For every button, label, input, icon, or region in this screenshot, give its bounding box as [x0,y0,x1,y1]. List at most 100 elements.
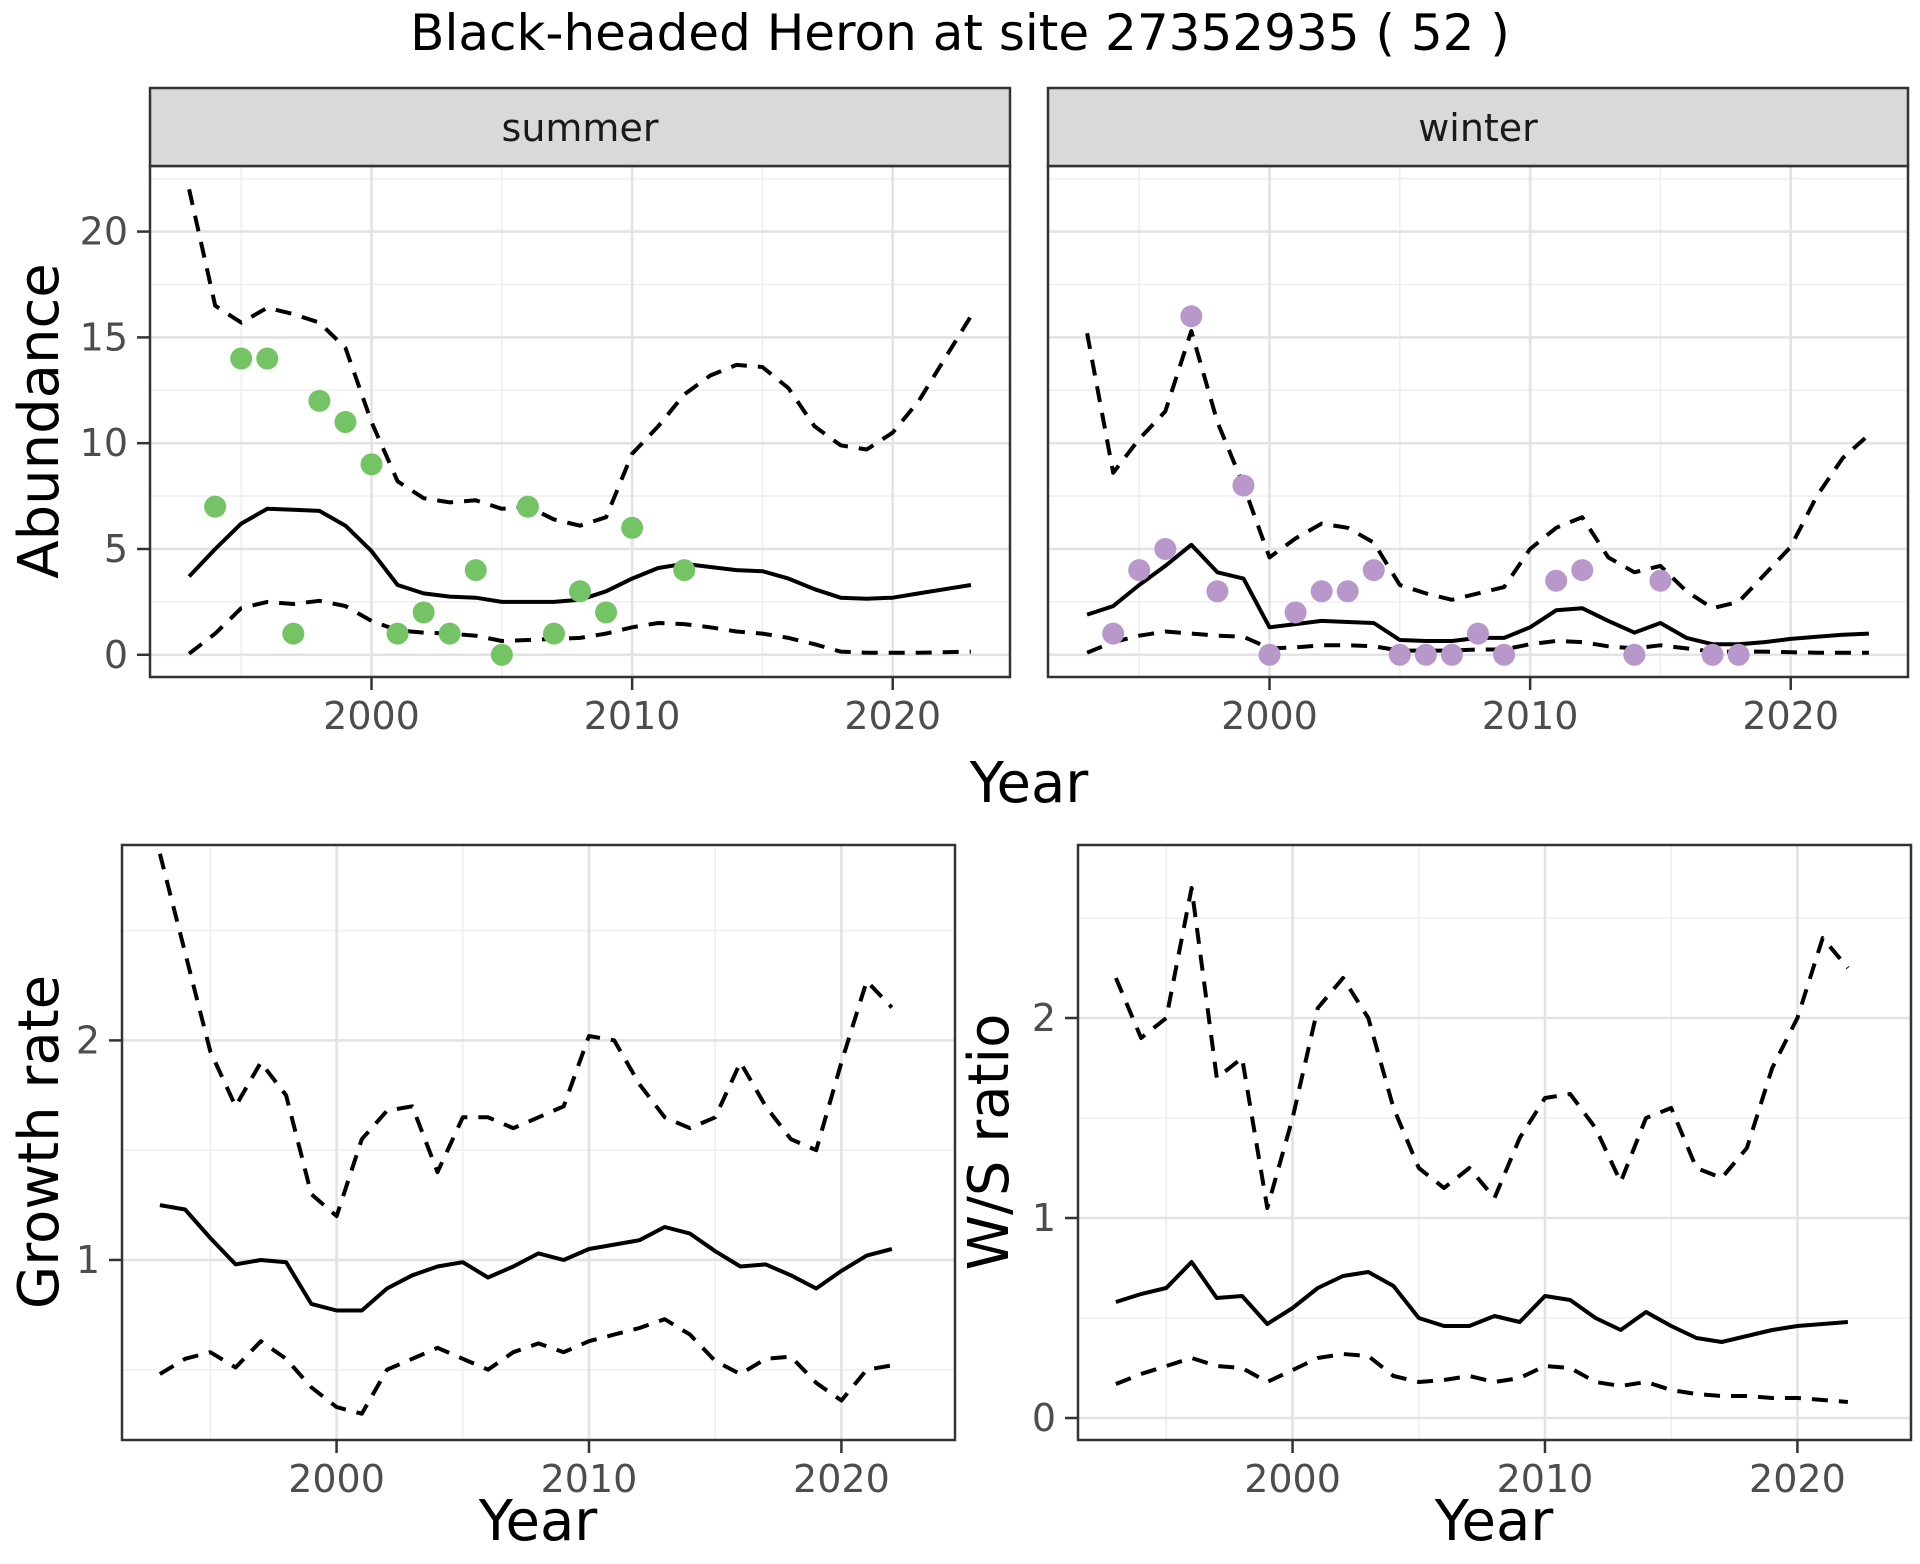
data-point [334,411,357,434]
data-point [1128,559,1151,582]
y-axis: 0 1 2 [1032,996,1078,1440]
data-point [1154,537,1177,560]
series-group [1085,305,1871,666]
gridlines [1048,166,1908,677]
y-tick-label: 1 [76,1238,100,1282]
series-group [157,853,894,1416]
series-group [187,188,973,666]
ci-line-upper-95ci [1114,886,1850,1210]
data-point [1467,622,1489,645]
gridlines [122,845,955,1440]
panel-border [1076,843,1913,1442]
y-axis: 12 [76,1018,122,1282]
ci-line-upper-95ci [187,188,973,528]
panel-abundance_winter: 2000 2010 2020 [1046,86,1910,738]
data-point [1414,643,1437,666]
facet-label-winter: winter [1418,106,1538,150]
data-point [1440,643,1463,666]
ci-line-upper-95ci [1085,329,1871,611]
data-point [412,601,435,624]
data-point [542,622,565,645]
y-axis-title-growth-rate: Growth rate [7,975,72,1309]
y-tick-label: 2 [1032,996,1056,1040]
y-tick-label: 0 [1032,1396,1056,1440]
data-point [1623,643,1646,666]
panel-ws_ratio: 2000 2010 2020 0 1 2 [1032,843,1913,1501]
y-tick-label: 20 [80,210,128,254]
x-tick-label: 2020 [793,1457,890,1501]
x-tick-label: 2000 [323,694,420,738]
x-axis: 2000 2010 2020 [323,677,941,738]
data-point [1258,643,1281,666]
plot-title: Black-headed Heron at site 27352935 ( 52… [410,4,1510,62]
data-point [1232,474,1255,497]
y-axis-title-abundance: Abundance [7,263,72,578]
y-tick-label: 10 [80,421,128,465]
facet-strip [148,86,1012,168]
data-point [1362,559,1385,582]
gridlines [1078,845,1911,1440]
data-point [386,622,409,645]
data-point [230,347,253,370]
data-point [569,580,591,603]
y-tick-label: 0 [104,633,128,677]
x-axis-title-ws-ratio: Year [1434,1489,1555,1554]
data-point [673,559,696,582]
gridlines [150,166,1010,677]
x-tick-label: 2020 [1749,1457,1846,1501]
ci-line-lower-95ci [187,598,971,656]
ci-line-lower-95ci [158,1317,893,1416]
x-tick-label: 2010 [584,694,681,738]
panel-abundance_summer: 2000 2010 2020 0 5 10 15 20 [80,86,1012,738]
data-point [1310,580,1333,603]
data-point [1284,601,1307,624]
panel-border [120,843,957,1442]
panel-background [122,845,955,1440]
data-point [1701,643,1724,666]
data-point [256,347,279,370]
data-point [1206,580,1229,603]
y-tick-label: 1 [1032,1196,1056,1240]
x-tick-label: 2020 [1742,694,1839,738]
data-point [1649,569,1672,592]
facet-label-summer: summer [502,106,659,150]
data-point [595,601,618,624]
x-tick-label: 2010 [541,1457,638,1501]
series-group [1114,886,1850,1404]
data-point [360,453,383,476]
fit-line [1115,1260,1849,1344]
points-observed-counts [204,347,696,666]
y-tick-label: 2 [76,1018,100,1062]
facet-strip [1046,86,1910,168]
data-point [490,643,513,666]
data-point [1727,643,1750,666]
panel-background [1078,845,1911,1440]
data-point [204,495,227,518]
x-tick-label: 2000 [288,1457,385,1501]
data-point [464,559,487,582]
data-point [1180,305,1203,328]
data-point [516,495,539,518]
x-axis-title-growth-rate: Year [478,1489,599,1554]
panel-background [1048,166,1908,677]
data-point [1545,569,1568,592]
x-tick-label: 2000 [1244,1457,1341,1501]
x-tick-label: 2010 [1482,694,1579,738]
points-observed-counts [1102,305,1750,666]
data-point [1388,643,1411,666]
data-point [621,516,644,539]
data-point [1336,580,1359,603]
x-tick-label: 2000 [1221,694,1318,738]
y-tick-label: 5 [104,527,128,571]
x-tick-label: 2010 [1497,1457,1594,1501]
x-axis: 2000 2010 2020 [1221,677,1839,738]
data-point [1571,559,1594,582]
data-point [282,622,305,645]
y-axis-title-ws-ratio: W/S ratio [957,1014,1022,1271]
ci-line-lower-95ci [1115,1352,1849,1404]
y-tick-label: 15 [80,315,128,359]
